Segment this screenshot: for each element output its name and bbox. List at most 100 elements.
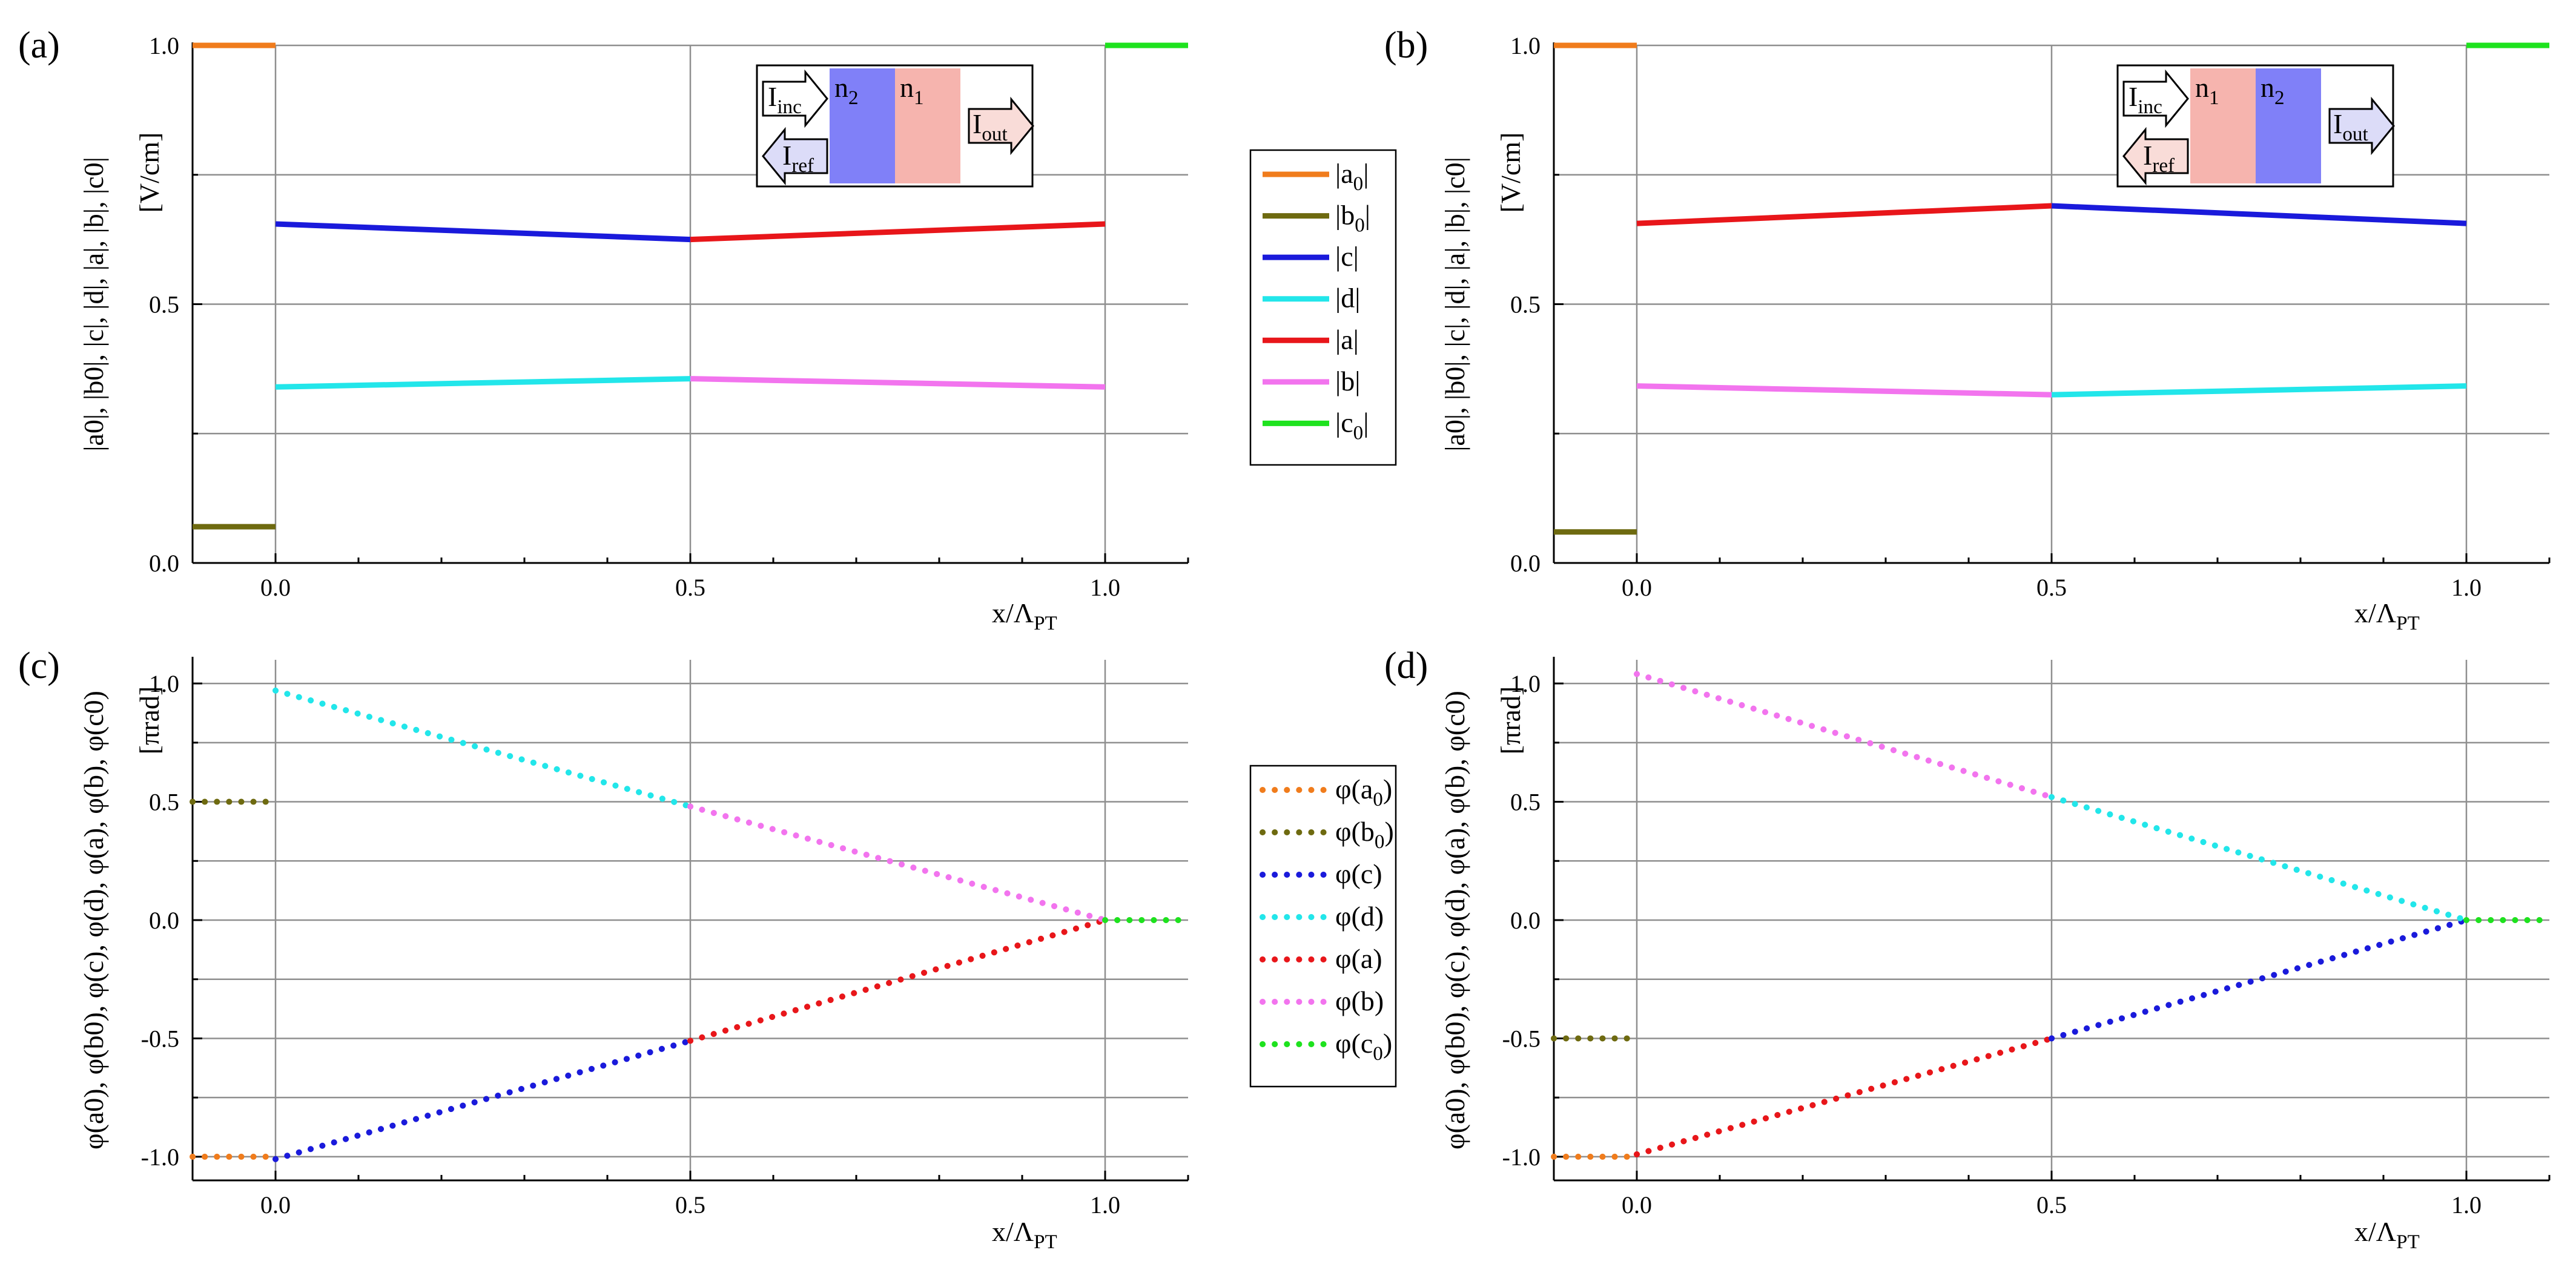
panel-d: 0.0 0.5 1.0 -1.0 -0.5 0.0 0.5 1.0 (d) x/ΛPT φ(a0),…	[1384, 645, 2552, 1253]
legend-label-main: |c|	[1335, 241, 1359, 272]
y-axis-unit: [V/cm]	[134, 133, 165, 213]
y-tick-label: 1.0	[1510, 32, 1541, 59]
series-b	[1634, 671, 2055, 800]
inset-layer-2-label-sub: 1	[914, 87, 924, 109]
inset-reflected-arrow	[762, 127, 828, 186]
series-b	[1636, 383, 2052, 398]
x-axis-label: x/ΛPT	[2354, 597, 2420, 634]
inset-layer-1-label-main: n	[834, 72, 848, 103]
legend-label-main: |d|	[1335, 283, 1360, 314]
x-tick-label: 0.0	[1622, 1191, 1652, 1219]
x-tick-label: 1.0	[1090, 574, 1120, 601]
x-tick-label: 1.0	[2451, 574, 2482, 601]
x-tick-label: 1.0	[2451, 1191, 2482, 1219]
legend-label: |c|	[1335, 241, 1359, 272]
inset-layer-2	[2256, 68, 2321, 183]
x-tick-label: 0.5	[675, 574, 705, 601]
legend-label: |a0|	[1335, 158, 1369, 195]
y-axis-label: |a0|, |b0|, |c|, |d|, |a|, |b|, |c0|	[78, 157, 109, 452]
panel-c: 0.0 0.5 1.0 -1.0 -0.5 0.0 0.5 1.0 (c) x/ΛPT φ(a0),…	[18, 645, 1191, 1253]
legend-frame	[1249, 149, 1397, 466]
inset-transmitted-label-main: I	[2333, 108, 2342, 139]
inset-reflected-label-sub: ref	[2152, 154, 2175, 177]
x-axis-label-main: x/Λ	[992, 1216, 1034, 1247]
legend-label: φ(b0)	[1335, 816, 1394, 853]
inset-transmitted-label-sub: out	[982, 123, 1007, 145]
legend-label: |c0|	[1335, 407, 1369, 444]
x-axis-label: x/ΛPT	[2354, 1216, 2420, 1253]
series-d	[2049, 794, 2469, 923]
inset-incident-label-sub: inc	[777, 96, 801, 118]
series-a	[1636, 203, 2052, 226]
legend-label: φ(d)	[1335, 901, 1384, 932]
legend-magnitude: |a0||b0||c||d||a||b||c0|	[1249, 149, 1397, 466]
legend-label-main: φ(a)	[1335, 943, 1382, 974]
legend-label-sub: 0	[1373, 788, 1383, 811]
y-tick-label: 0.5	[149, 789, 179, 816]
inset-layer-2-label-main: n	[2261, 72, 2274, 103]
legend-label-sub: 0	[1355, 214, 1365, 237]
inset-layer-2-label: n2	[2261, 72, 2285, 109]
legend-label: φ(a0)	[1335, 774, 1392, 811]
inset-reflected-label-sub: ref	[791, 154, 814, 177]
legend-label: |b0|	[1335, 200, 1370, 237]
series-b	[690, 376, 1106, 390]
series-c	[272, 1038, 693, 1162]
inset-layer-2-label: n1	[900, 72, 924, 109]
legend-label-main: φ(c	[1335, 1028, 1373, 1059]
inset-layer-1-label-sub: 2	[848, 87, 859, 109]
y-tick-label: 1.0	[149, 670, 179, 697]
inset-transmitted-label: Iout	[2333, 108, 2368, 145]
x-axis-label-sub: PT	[2396, 612, 2420, 634]
y-tick-label: 0.5	[1510, 789, 1541, 816]
x-axis-label-main: x/Λ	[2354, 1216, 2396, 1247]
y-tick-label: -0.5	[1502, 1025, 1541, 1052]
series-b	[687, 803, 1108, 923]
inset-transmitted-arrow	[2328, 96, 2395, 156]
panel-label: (c)	[18, 645, 60, 686]
inset-incident-label-main: I	[768, 81, 777, 112]
x-tick-label: 0.5	[2036, 1191, 2067, 1219]
panel-label: (d)	[1384, 645, 1428, 686]
inset-reflected-label: Iref	[782, 140, 814, 177]
x-tick-label: 0.0	[260, 574, 291, 601]
y-tick-label: 0.5	[1510, 291, 1541, 318]
legend-label-main: φ(d)	[1335, 901, 1384, 932]
legend-label: φ(b)	[1335, 985, 1384, 1016]
x-axis-label: x/ΛPT	[992, 597, 1057, 634]
legend-phase: φ(a0)φ(b0)φ(c)φ(d)φ(a)φ(b)φ(c0)	[1249, 765, 1397, 1088]
inset-transmitted-arrow	[968, 96, 1034, 156]
x-tick-label: 0.0	[260, 1191, 291, 1219]
legend-label-sub: 0	[1353, 421, 1364, 444]
inset-reflected-label: Iref	[2143, 140, 2175, 177]
series-c	[275, 221, 691, 243]
inset-layer-2-label-sub: 2	[2274, 87, 2285, 109]
legend-label-sub: 0	[1375, 831, 1385, 853]
y-axis-unit: [πrad]	[134, 686, 165, 755]
inset-layer-2-label-main: n	[900, 72, 914, 103]
inset-incident-label-sub: inc	[2138, 96, 2162, 118]
legend-label: φ(a)	[1335, 943, 1382, 974]
legend-label-tail: )	[1383, 774, 1392, 804]
legend-label-main: φ(c)	[1335, 858, 1382, 889]
panel-label: (b)	[1384, 25, 1428, 66]
x-tick-label: 0.5	[2036, 574, 2067, 601]
y-tick-label: 0.0	[1510, 907, 1541, 934]
legend-label-main: φ(b	[1335, 816, 1375, 847]
y-tick-label: 0.0	[149, 550, 179, 577]
legend-label: |b|	[1335, 366, 1360, 396]
y-tick-label: 0.0	[149, 907, 179, 934]
inset-incident-label: Iinc	[768, 81, 802, 118]
inset-layer-1-label-main: n	[2195, 72, 2209, 103]
x-tick-label: 1.0	[1090, 1191, 1120, 1219]
y-tick-label: -0.5	[141, 1025, 179, 1052]
x-tick-label: 0.0	[1622, 574, 1652, 601]
legend-label: φ(c0)	[1335, 1028, 1392, 1065]
legend-label-main: |c	[1335, 407, 1353, 438]
inset-transmitted-label-sub: out	[2342, 123, 2368, 145]
series-c	[2051, 203, 2467, 226]
y-tick-label: 1.0	[1510, 670, 1541, 697]
y-tick-label: -1.0	[141, 1143, 179, 1171]
